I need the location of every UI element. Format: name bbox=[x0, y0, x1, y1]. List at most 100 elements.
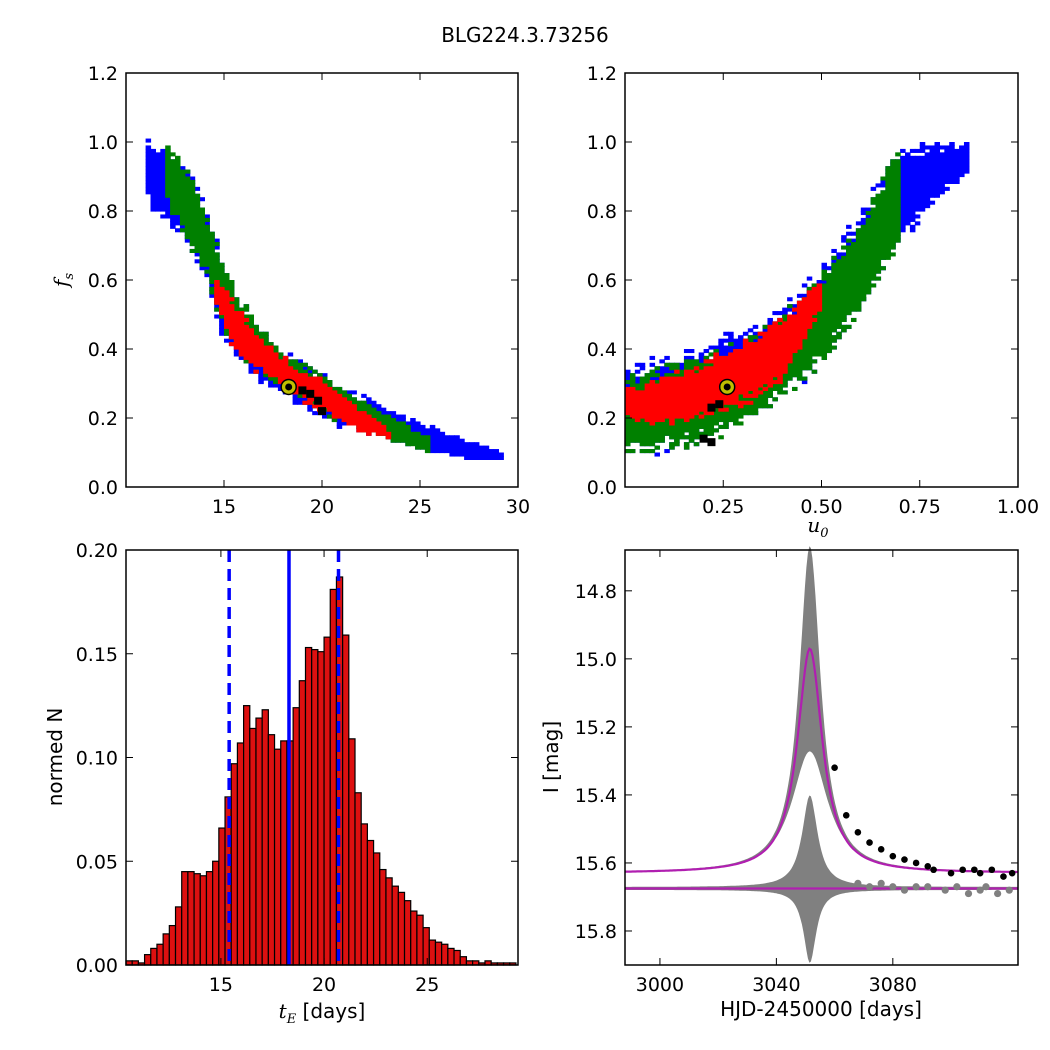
heatmap-cell-2sigma bbox=[179, 179, 186, 184]
heatmap-cell-2sigma bbox=[209, 280, 215, 285]
heatmap-cell-2sigma bbox=[757, 393, 764, 398]
heatmap-cell-1sigma bbox=[336, 400, 343, 405]
heatmap-cell-2sigma bbox=[821, 276, 828, 281]
heatmap-cell-2sigma bbox=[375, 414, 382, 419]
heatmap-cell-1sigma bbox=[233, 342, 240, 347]
heatmap-cell-3sigma bbox=[145, 179, 152, 184]
heatmap-cell-2sigma bbox=[796, 376, 803, 381]
heatmap-cell-2sigma bbox=[688, 366, 695, 371]
heatmap-cell-2sigma bbox=[184, 235, 191, 240]
heatmap-cell-2sigma bbox=[175, 193, 181, 198]
heatmap-cell-3sigma bbox=[625, 376, 631, 381]
heatmap-cell-2sigma bbox=[870, 269, 877, 274]
heatmap-cell-3sigma bbox=[449, 445, 455, 450]
heatmap-cell-3sigma bbox=[905, 207, 911, 212]
heatmap-cell-2sigma bbox=[850, 252, 857, 257]
heatmap-cell-3sigma bbox=[939, 169, 945, 174]
heatmap-cell-3sigma bbox=[718, 349, 724, 354]
heatmap-cell-2sigma bbox=[787, 369, 793, 374]
heatmap-cell-2sigma bbox=[659, 428, 665, 433]
heatmap-cell-2sigma bbox=[634, 431, 641, 436]
heatmap-cell-1sigma bbox=[659, 393, 665, 398]
heatmap-cell-3sigma bbox=[905, 186, 911, 191]
heatmap-cell-1sigma bbox=[356, 421, 362, 426]
heatmap-cell-2sigma bbox=[846, 307, 852, 312]
heatmap-cell-2sigma bbox=[405, 438, 411, 443]
heatmap-cell-1sigma bbox=[238, 324, 245, 329]
heatmap-cell-1sigma bbox=[708, 386, 715, 391]
heatmap-cell-2sigma bbox=[243, 314, 250, 319]
heatmap-cell-3sigma bbox=[934, 166, 940, 171]
heatmap-cell-1sigma bbox=[326, 404, 333, 409]
heatmap-cell-1sigma bbox=[649, 397, 656, 402]
heatmap-cell-3sigma bbox=[145, 152, 152, 157]
heatmap-cell-3sigma bbox=[415, 424, 421, 429]
heatmap-cell-1sigma bbox=[723, 397, 729, 402]
heatmap-cell-2sigma bbox=[693, 414, 700, 419]
heatmap-cell-1sigma bbox=[243, 324, 250, 329]
heatmap-cell-1sigma bbox=[747, 355, 754, 360]
heatmap-cell-3sigma bbox=[258, 380, 264, 385]
heatmap-cell-2sigma bbox=[708, 414, 715, 419]
heatmap-cell-3sigma bbox=[934, 193, 940, 198]
heatmap-cell-1sigma bbox=[312, 404, 318, 409]
heatmap-cell-2sigma bbox=[777, 321, 783, 326]
heatmap-cell-2sigma bbox=[669, 428, 675, 433]
heatmap-cell-2sigma bbox=[713, 407, 719, 412]
heatmap-cell-2sigma bbox=[836, 290, 842, 295]
heatmap-cell-2sigma bbox=[243, 304, 250, 309]
heatmap-cell-2sigma bbox=[860, 238, 867, 243]
heatmap-cell-3sigma bbox=[924, 179, 931, 184]
heatmap-cell-2sigma bbox=[757, 404, 764, 409]
heatmap-cell-3sigma bbox=[219, 324, 225, 329]
heatmap-cell-3sigma bbox=[444, 435, 450, 440]
heatmap-cell-2sigma bbox=[654, 438, 660, 443]
heatmap-cell-1sigma bbox=[679, 411, 685, 416]
heatmap-cell-1sigma bbox=[674, 414, 680, 419]
heatmap-cell-2sigma bbox=[405, 431, 411, 436]
heatmap-cell-3sigma bbox=[914, 148, 921, 153]
heatmap-cell-2sigma bbox=[870, 273, 877, 278]
heatmap-cell-2sigma bbox=[703, 355, 710, 360]
heatmap-cell-2sigma bbox=[224, 328, 230, 333]
heatmap-cell-3sigma bbox=[160, 183, 166, 188]
heatmap-cell-2sigma bbox=[796, 366, 803, 371]
heatmap-cell-1sigma bbox=[737, 373, 744, 378]
heatmap-cell-3sigma bbox=[959, 159, 965, 164]
heatmap-cell-1sigma bbox=[297, 373, 303, 378]
heatmap-cell-2sigma bbox=[855, 300, 862, 305]
heatmap-cell-3sigma bbox=[194, 252, 201, 257]
heatmap-cell-3sigma bbox=[900, 197, 906, 202]
heatmap-cell-2sigma bbox=[629, 435, 636, 440]
heatmap-cell-2sigma bbox=[224, 283, 230, 288]
heatmap-cell-1sigma bbox=[224, 290, 230, 295]
heatmap-cell-2sigma bbox=[821, 317, 828, 322]
heatmap-cell-3sigma bbox=[757, 335, 764, 340]
heatmap-cell-3sigma bbox=[924, 176, 931, 181]
heatmap-cell-3sigma bbox=[723, 338, 729, 343]
heatmap-cell-2sigma bbox=[170, 186, 176, 191]
heatmap-cell-3sigma bbox=[949, 162, 955, 167]
heatmap-cell-3sigma bbox=[914, 214, 921, 219]
heatmap-cell-2sigma bbox=[796, 355, 803, 360]
heatmap-cell-1sigma bbox=[629, 411, 636, 416]
heatmap-cell-1sigma bbox=[292, 376, 299, 381]
heatmap-cell-2sigma bbox=[831, 314, 837, 319]
heatmap-cell-1sigma bbox=[258, 362, 264, 367]
heatmap-cell-3sigma bbox=[410, 424, 416, 429]
heatmap-cell-2sigma bbox=[816, 338, 823, 343]
heatmap-cell-1sigma bbox=[351, 407, 357, 412]
heatmap-cell-2sigma bbox=[654, 445, 660, 450]
heatmap-cell-2sigma bbox=[199, 214, 205, 219]
heatmap-cell-3sigma bbox=[625, 369, 631, 374]
heatmap-cell-2sigma bbox=[792, 352, 798, 357]
heatmap-cell-3sigma bbox=[145, 155, 152, 160]
heatmap-cell-2sigma bbox=[326, 380, 333, 385]
heatmap-cell-2sigma bbox=[385, 428, 392, 433]
heatmap-cell-2sigma bbox=[860, 280, 867, 285]
heatmap-cell-2sigma bbox=[659, 438, 665, 443]
heatmap-cell-2sigma bbox=[634, 438, 641, 443]
heatmap-cell-1sigma bbox=[644, 393, 651, 398]
heatmap-cell-2sigma bbox=[846, 248, 852, 253]
heatmap-cell-2sigma bbox=[772, 383, 778, 388]
